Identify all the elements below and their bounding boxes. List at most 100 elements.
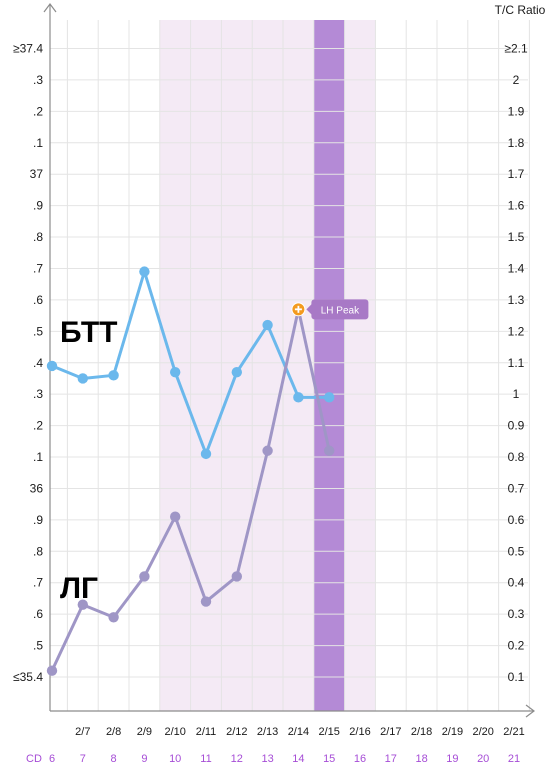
data-point xyxy=(139,266,150,277)
right-tick-label: 1.4 xyxy=(508,261,525,275)
data-point xyxy=(108,612,119,623)
left-tick-label: .3 xyxy=(33,387,43,401)
left-tick-label: ≥37.4 xyxy=(13,42,43,56)
left-tick-label: .5 xyxy=(33,639,43,653)
cycle-day-label: 6 xyxy=(49,753,55,765)
cycle-day-label: 16 xyxy=(354,753,366,765)
right-tick-label: 1.8 xyxy=(508,136,525,150)
cycle-day-label: 11 xyxy=(200,753,211,765)
left-tick-label: .2 xyxy=(33,419,43,433)
x-tick-label: 2/17 xyxy=(380,726,401,738)
data-point xyxy=(262,319,273,331)
cycle-day-label: 17 xyxy=(385,753,397,765)
x-tick-label: 2/14 xyxy=(288,726,309,738)
data-point xyxy=(170,366,181,378)
right-tick-label: 2 xyxy=(513,73,520,87)
x-tick-label: 2/11 xyxy=(196,726,217,738)
x-tick-label: 2/16 xyxy=(349,726,370,738)
right-tick-label: 0.9 xyxy=(508,419,525,433)
x-tick-label: 2/21 xyxy=(503,726,524,738)
cycle-day-label: 9 xyxy=(141,753,147,765)
cycle-day-label: 19 xyxy=(446,753,458,765)
cycle-day-label: 21 xyxy=(508,753,520,765)
cycle-day-label: 8 xyxy=(111,753,117,765)
left-tick-label: 37 xyxy=(30,167,44,181)
cycle-day-label: 10 xyxy=(169,753,181,765)
x-tick-label: 2/9 xyxy=(137,726,152,738)
series-line xyxy=(50,307,331,673)
x-tick-label: 2/7 xyxy=(75,726,90,738)
cd-label: CD xyxy=(26,753,42,765)
x-axis-ticks: 2/7 2/8 2/9 2/10 2/11 2/12 2/13 2/14 2/15 2/16 2/1… xyxy=(75,726,525,738)
data-point xyxy=(324,445,335,456)
cycle-day-label: 12 xyxy=(231,753,243,765)
right-tick-label: 0.5 xyxy=(508,544,525,558)
series-label-lh: ЛГ xyxy=(60,572,98,605)
right-tick-label: 0.6 xyxy=(508,513,525,527)
right-tick-label: 0.2 xyxy=(508,639,525,653)
x-axis-arrow xyxy=(525,704,535,718)
right-tick-label: 1 xyxy=(513,387,520,401)
right-axis-ticks: ≥2.1 2 1.9 1.8 1.7 1.6 1.5 1.4 1.3 1.2 1.1 1 0.9 0.8 0… xyxy=(504,42,528,685)
x-tick-label: 2/18 xyxy=(411,726,432,738)
right-tick-label: 1.7 xyxy=(508,167,525,181)
left-tick-label: 36 xyxy=(30,481,44,495)
left-tick-label: .4 xyxy=(33,356,43,370)
lh-peak-annotation[interactable]: LH Peak xyxy=(291,299,369,320)
cycle-day-label: 13 xyxy=(261,753,273,765)
right-tick-label: 1.9 xyxy=(508,104,525,118)
left-tick-label: .9 xyxy=(33,513,43,527)
cycle-day-label: 7 xyxy=(80,753,86,765)
cycle-day-label: 14 xyxy=(292,753,304,765)
left-axis-ticks: ≥37.4 .3 .2 .1 37 .9 .8 .7 .6 .5 .4 .3 .2 .1 36 .9 .8 .7.… xyxy=(13,42,43,685)
right-tick-label: 1.5 xyxy=(508,230,525,244)
left-tick-label: .5 xyxy=(33,324,43,338)
cycle-bands xyxy=(159,20,376,711)
data-point xyxy=(293,392,304,403)
left-tick-label: .9 xyxy=(33,199,43,213)
right-tick-label: 1.3 xyxy=(508,293,525,307)
data-point xyxy=(324,392,335,403)
x-tick-label: 2/8 xyxy=(106,726,121,738)
left-tick-label: .2 xyxy=(33,104,43,118)
series-line xyxy=(50,270,331,456)
data-point xyxy=(77,373,89,384)
left-tick-label: .1 xyxy=(33,450,43,464)
data-point xyxy=(231,571,242,582)
ovulation-band xyxy=(313,20,345,711)
left-tick-label: .7 xyxy=(33,261,43,275)
left-tick-label: .6 xyxy=(33,293,43,307)
left-tick-label: ≤35.4 xyxy=(13,670,43,684)
left-tick-label: .1 xyxy=(33,136,43,150)
series-label-bbt: БТТ xyxy=(60,316,117,349)
right-tick-label: 1.2 xyxy=(508,324,525,338)
data-point xyxy=(200,448,212,460)
right-axis-title: T/C Ratio xyxy=(495,3,546,17)
x-tick-label: 2/10 xyxy=(164,726,185,738)
x-tick-label: 2/20 xyxy=(472,726,493,738)
x-tick-label: 2/19 xyxy=(442,726,463,738)
axes xyxy=(43,3,535,718)
x-tick-label: 2/13 xyxy=(257,726,278,738)
data-point xyxy=(46,665,58,676)
series-bbt xyxy=(46,266,335,460)
data-point xyxy=(170,511,181,522)
data-point xyxy=(231,366,242,378)
right-tick-label: 0.1 xyxy=(508,670,525,684)
data-point xyxy=(200,596,212,607)
right-tick-label: 0.4 xyxy=(508,576,525,590)
left-tick-label: .6 xyxy=(33,607,43,621)
right-tick-label: 1.1 xyxy=(508,356,525,370)
right-tick-label: 0.3 xyxy=(508,607,525,621)
lh-peak-badge xyxy=(311,299,369,320)
right-tick-label: 0.7 xyxy=(508,481,525,495)
right-tick-label: 0.8 xyxy=(508,450,525,464)
x-tick-label: 2/12 xyxy=(226,726,247,738)
left-tick-label: .8 xyxy=(33,544,43,558)
cycle-day-label: 15 xyxy=(323,753,335,765)
data-point xyxy=(77,599,89,610)
lh-peak-label: LH Peak xyxy=(321,305,360,316)
lh-peak-badge-pointer xyxy=(306,303,313,316)
y-axis-arrow xyxy=(43,3,57,13)
